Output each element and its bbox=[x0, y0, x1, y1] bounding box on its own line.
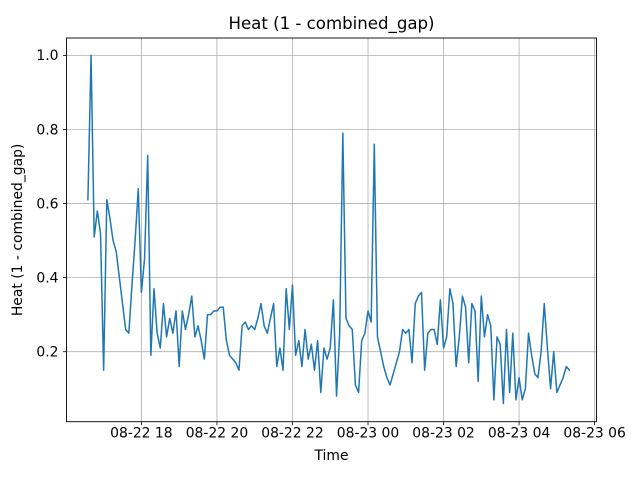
y-tick-label: 0.2 bbox=[36, 345, 58, 361]
chart-title: Heat (1 - combined_gap) bbox=[228, 14, 434, 34]
y-axis-label: Heat (1 - combined_gap) bbox=[10, 144, 26, 317]
heat-series-line bbox=[87, 54, 571, 405]
axis-ticks bbox=[63, 55, 596, 426]
axes-frame bbox=[66, 37, 597, 423]
gridlines bbox=[66, 38, 597, 422]
x-axis-label: Time bbox=[314, 448, 349, 464]
x-tick-labels: 08-22 18 08-22 20 08-22 22 08-23 00 08-23 02… bbox=[110, 426, 626, 442]
x-tick-label: 08-22 18 bbox=[110, 426, 172, 442]
y-tick-label: 0.6 bbox=[36, 196, 58, 212]
y-tick-label: 0.4 bbox=[36, 270, 58, 286]
x-tick-label: 08-23 02 bbox=[412, 426, 474, 442]
x-tick-label: 08-22 20 bbox=[186, 426, 248, 442]
y-tick-label: 0.8 bbox=[36, 122, 58, 138]
x-tick-label: 08-23 00 bbox=[337, 426, 399, 442]
x-tick-label: 08-22 22 bbox=[261, 426, 323, 442]
y-tick-label: 1.0 bbox=[36, 48, 58, 64]
x-tick-label: 08-23 04 bbox=[488, 426, 551, 442]
y-tick-labels: 0.2 0.4 0.6 0.8 1.0 bbox=[36, 48, 58, 360]
x-tick-label: 08-23 06 bbox=[563, 426, 625, 442]
